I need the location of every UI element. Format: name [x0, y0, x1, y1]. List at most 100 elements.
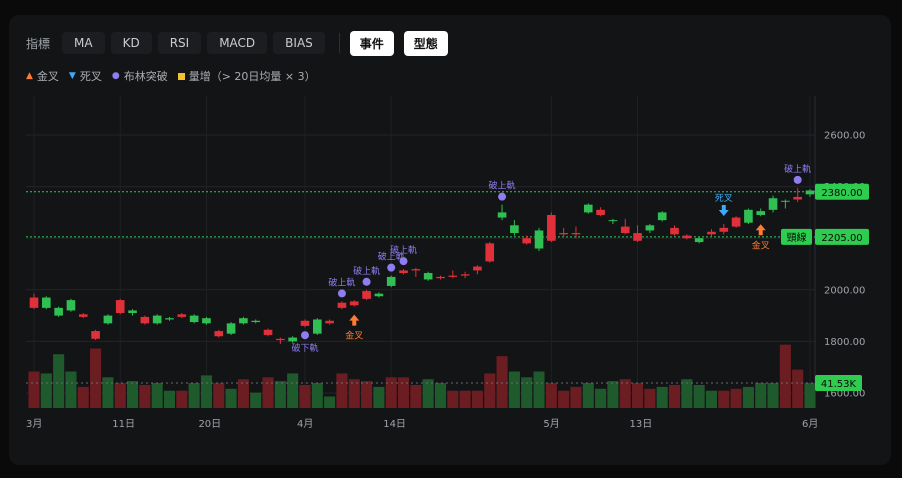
volume-bar: [447, 390, 459, 408]
bollinger-dot-icon: [793, 175, 802, 184]
volume-bar: [693, 384, 705, 408]
volume-bar: [607, 381, 619, 408]
legend-golden-cross: ▲ 金叉: [26, 68, 59, 84]
patterns-toggle-button[interactable]: 型態: [403, 30, 448, 56]
events-toggle-button[interactable]: 事件: [349, 30, 394, 56]
volume-bar: [90, 348, 102, 408]
candle-body: [189, 315, 199, 323]
price-tag-label: 2380.00: [821, 188, 862, 199]
candle-body: [66, 300, 76, 311]
volume-bar: [237, 379, 249, 408]
bollinger-dot-icon: [387, 263, 396, 272]
candle-body: [448, 275, 458, 277]
volume-bar: [422, 379, 434, 408]
candle-body: [349, 301, 359, 306]
candle-body: [768, 198, 778, 210]
volume-bar: [533, 371, 545, 408]
volume-bar: [668, 384, 681, 408]
volume-bar: [397, 377, 410, 408]
candle-body: [300, 320, 310, 326]
volume-bar: [545, 383, 557, 408]
candle-body: [781, 200, 790, 202]
volume-bar: [176, 390, 188, 408]
candle-body: [731, 217, 741, 227]
volume-bar: [65, 371, 77, 408]
indicator-rsi-button[interactable]: RSI: [157, 32, 202, 54]
candle-body: [670, 227, 679, 235]
volume-bar: [570, 386, 582, 408]
candle-body: [263, 329, 273, 335]
volume-bar: [225, 388, 237, 408]
up-triangle-icon: ▲: [26, 71, 33, 81]
indicator-ma-button[interactable]: MA: [62, 32, 105, 54]
candle-body: [42, 297, 51, 308]
indicator-kd-button[interactable]: KD: [110, 32, 152, 54]
x-tick-label: 3月: [26, 418, 42, 430]
volume-bar: [102, 377, 114, 408]
x-tick-label: 4月: [297, 418, 313, 430]
volume-bar: [681, 379, 693, 408]
candle-body: [436, 276, 445, 279]
candle-body: [312, 319, 322, 334]
golden-cross-arrow-icon: [755, 224, 766, 236]
candle-body: [583, 204, 593, 213]
volume-bar: [484, 373, 496, 408]
candle-body: [399, 270, 408, 274]
candle-body: [423, 273, 433, 280]
volume-bar: [188, 383, 200, 408]
candle-body: [522, 238, 532, 244]
y-tick-label: 2600.00: [824, 131, 865, 142]
volume-tag-label: 41.53K: [821, 379, 857, 390]
candle-body: [571, 233, 581, 235]
volume-bar: [385, 377, 397, 408]
indicator-macd-button[interactable]: MACD: [207, 32, 268, 54]
candle-body: [251, 320, 261, 323]
volume-bar: [250, 392, 262, 408]
candle-body: [103, 315, 113, 324]
candle-body: [165, 318, 174, 320]
volume-bar: [77, 386, 89, 408]
volume-bar: [126, 381, 139, 408]
bollinger-break-label: 破上軌: [784, 163, 811, 175]
legend-bollinger-break: ● 布林突破: [112, 68, 168, 84]
indicator-bias-button[interactable]: BIAS: [273, 32, 325, 54]
candle-body: [756, 211, 766, 215]
volume-bar: [459, 390, 471, 408]
candle-body: [485, 243, 495, 262]
volume-bar: [804, 383, 816, 408]
volume-bar: [151, 383, 163, 408]
neckline-name-label: 頸線: [787, 231, 807, 244]
legend-volume-surge-label: 量增（> 20日均量 × 3）: [188, 70, 316, 83]
volume-bar: [139, 384, 151, 408]
volume-bar: [410, 384, 422, 408]
volume-bar: [213, 383, 225, 408]
volume-bar: [792, 369, 804, 408]
volume-bar: [730, 388, 742, 408]
candle-body: [608, 220, 618, 222]
square-icon: [177, 72, 185, 80]
volume-bar: [287, 373, 299, 408]
x-tick-label: 13日: [630, 419, 653, 430]
volume-bar: [755, 383, 767, 408]
legend-golden-cross-label: 金叉: [36, 70, 59, 83]
volume-bar: [361, 381, 373, 408]
candle-body: [177, 314, 187, 317]
golden-cross-label: 金叉: [752, 239, 770, 251]
toolbar-divider: [338, 33, 340, 53]
candle-body: [214, 331, 224, 337]
volume-bar: [299, 384, 311, 408]
candle-body: [29, 297, 39, 308]
candle-body: [534, 230, 544, 249]
candle-body: [288, 337, 297, 342]
candle-body: [239, 318, 248, 324]
event-legend: ▲ 金叉 ▼ 死叉 ● 布林突破 量增（> 20日均量 × 3）: [26, 68, 326, 84]
indicator-toolbar: 指標 MA KD RSI MACD BIAS 事件 型態: [26, 30, 458, 56]
x-tick-label: 20日: [198, 419, 221, 430]
candle-body: [152, 315, 162, 324]
volume-bar: [558, 390, 570, 408]
y-tick-label: 2000.00: [824, 285, 865, 296]
bollinger-dot-icon: [300, 331, 309, 340]
candle-body: [128, 310, 137, 314]
volume-bar: [656, 386, 668, 408]
